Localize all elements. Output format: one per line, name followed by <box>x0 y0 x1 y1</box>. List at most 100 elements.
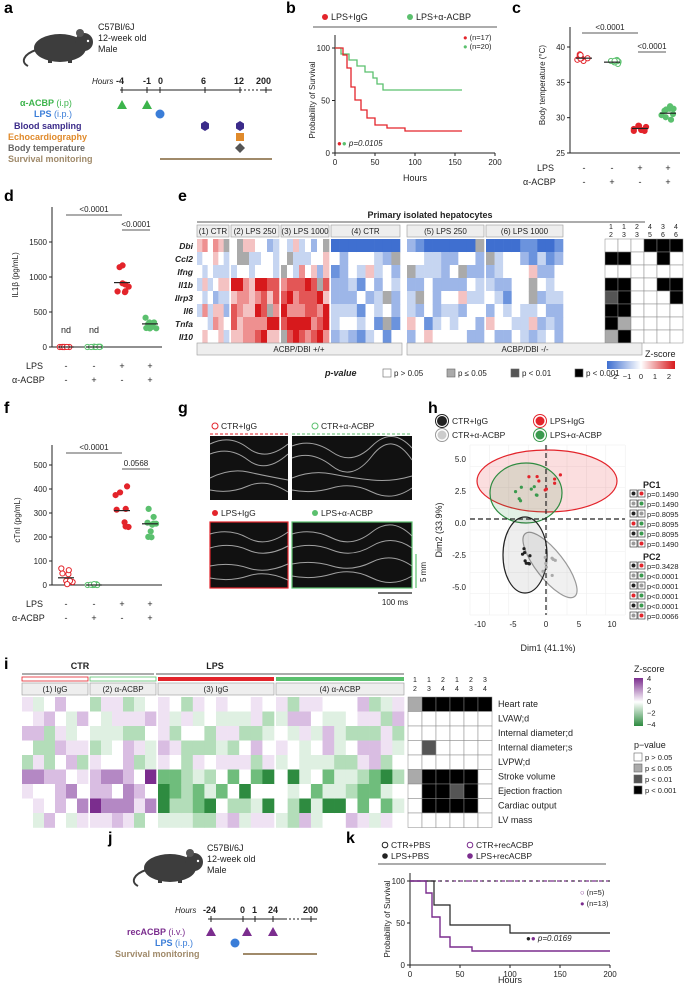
i-heat-cell <box>77 798 89 814</box>
e-heat-cell <box>249 239 256 253</box>
e-heat-cell <box>218 265 224 279</box>
i-heat-cell <box>216 711 228 727</box>
i-heat-cell <box>322 740 335 756</box>
i-pvalue-cell <box>407 783 423 799</box>
e-heat-cell <box>281 330 288 344</box>
e-heat-cell <box>305 317 312 331</box>
i-heat-cell <box>169 769 182 785</box>
i-heat-cell <box>123 798 135 814</box>
i-heat-cell <box>299 740 312 756</box>
c-acbp-sign: - <box>583 177 586 187</box>
e-pvalue-cell <box>643 277 658 292</box>
i-heat-cell <box>357 813 370 828</box>
e-heat-cell <box>293 252 300 266</box>
i-heat-cell <box>369 784 382 799</box>
e-heat-cell <box>348 265 358 279</box>
e-heat-cell <box>202 252 208 266</box>
e-heat-cell <box>202 304 208 318</box>
i-pvalue-cell <box>463 725 479 741</box>
e-heat-cell <box>243 239 250 253</box>
i-heat-cell <box>169 740 182 756</box>
i-pvalue-cell <box>449 740 465 756</box>
h-xtick: -5 <box>509 620 517 629</box>
f-acbp-sign: + <box>91 613 96 623</box>
h-pc2-title: PC2 <box>643 552 661 562</box>
e-comp-top: 1 <box>622 224 626 231</box>
i-heat-cell <box>33 711 45 727</box>
i-heat-cell <box>392 711 405 727</box>
e-heat-cell <box>458 278 468 292</box>
panel-letter-g: g <box>178 400 188 417</box>
i-heat-cell <box>145 726 157 741</box>
e-heat-cell <box>424 252 433 266</box>
e-heat-cell <box>207 239 214 253</box>
e-heat-cell <box>382 239 392 253</box>
i-heat-cell <box>169 813 182 828</box>
e-heat-cell <box>486 304 495 318</box>
e-heat-cell <box>449 239 459 253</box>
e-zscore-tick: 2 <box>667 372 671 381</box>
e-pvalue-cell <box>669 251 684 266</box>
i-heat-cell <box>357 769 370 785</box>
e-group-label: (4) CTR <box>351 227 380 236</box>
e-heat-cell <box>273 330 280 344</box>
j-age: 12-week old <box>207 854 256 864</box>
e-heat-cell <box>267 252 274 266</box>
i-pvalue-legend-label: p ≤ 0.05 <box>645 764 672 773</box>
i-heat-cell <box>299 711 312 727</box>
e-heat-cell <box>243 265 250 279</box>
e-heat-cell <box>249 291 256 305</box>
i-heat-cell <box>345 798 358 814</box>
i-heat-cell <box>250 784 263 799</box>
e-heat-cell <box>223 278 230 292</box>
e-heat-cell <box>202 330 208 344</box>
d-data-point <box>116 264 123 271</box>
b-xtick: 150 <box>448 158 462 167</box>
i-pvalue-cell <box>407 812 423 828</box>
e-comp-top: 4 <box>648 224 652 231</box>
i-heat-cell <box>334 726 347 741</box>
f-lps-sign: - <box>65 599 68 609</box>
e-heat-cell <box>237 330 244 344</box>
d-ytick: 0 <box>43 343 48 352</box>
i-heat-cell <box>101 697 113 712</box>
e-pvalue-cell <box>630 238 645 253</box>
e-heat-cell <box>475 291 485 305</box>
i-heat-cell <box>192 784 205 799</box>
e-heat-cell <box>267 304 274 318</box>
e-gene-label: Il1b <box>178 280 193 290</box>
e-heat-cell <box>305 252 312 266</box>
e-heat-cell <box>486 239 495 253</box>
e-pvalue-cell <box>604 238 619 253</box>
i-heat-cell <box>22 726 34 741</box>
i-heat-cell <box>287 784 300 799</box>
i-heat-cell <box>44 784 56 799</box>
e-heat-cell <box>317 265 324 279</box>
i-heat-cell <box>33 769 45 785</box>
e-pvalue-cell <box>617 264 632 279</box>
c-data-point <box>662 114 669 121</box>
panel-letter-c: c <box>512 0 521 17</box>
e-heat-cell <box>528 317 538 331</box>
e-heat-cell <box>348 291 358 305</box>
i-heat-cell <box>181 711 194 727</box>
i-heat-cell <box>357 755 370 770</box>
i-heat-cell <box>310 697 323 712</box>
e-heat-cell <box>545 239 555 253</box>
e-heat-cell <box>537 278 547 292</box>
e-heat-cell <box>339 317 349 331</box>
e-heat-cell <box>317 239 324 253</box>
h-pc2-pvalue: p<0.0001 <box>647 582 679 591</box>
i-heat-cell <box>287 755 300 770</box>
i-heat-cell <box>250 740 263 756</box>
i-heat-cell <box>44 726 56 741</box>
i-pvalue-cell <box>477 740 493 756</box>
e-heat-cell <box>331 304 340 318</box>
e-heat-cell <box>407 317 416 331</box>
i-heat-cell <box>123 740 135 756</box>
i-heat-cell <box>77 755 89 770</box>
e-gene-label: Nlrp3 <box>175 293 193 303</box>
i-heat-cell <box>287 813 300 828</box>
e-heat-cell <box>243 330 250 344</box>
i-heat-cell <box>276 755 288 770</box>
